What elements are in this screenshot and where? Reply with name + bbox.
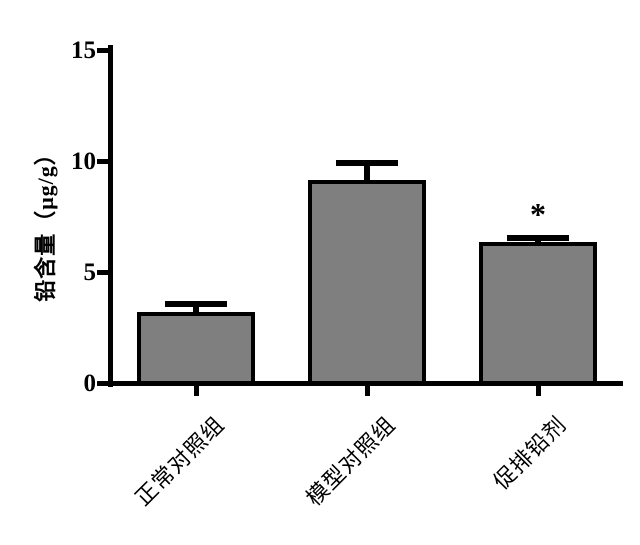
x-axis-tick-label: 促排铅剂 [488,411,572,495]
y-axis-tick-label: 15 [71,37,96,64]
bar [479,242,597,386]
y-axis-tick-label: 5 [83,259,97,286]
error-bar-cap [336,160,398,167]
error-bar-stem [193,301,199,317]
y-axis-tick [97,159,108,164]
x-axis-tick-label: 模型对照组 [301,411,401,511]
bar [137,312,255,386]
x-axis-tick [365,384,370,396]
y-axis-tick [97,381,108,386]
error-bar-stem [364,160,370,184]
y-axis-tick-label: 10 [71,148,96,175]
x-axis-tick [536,384,541,396]
x-axis-line [108,381,623,386]
y-axis-tick [97,270,108,275]
y-axis-tick [97,48,108,53]
y-axis-line [108,45,113,387]
error-bar-cap [165,301,227,308]
bar [308,179,426,386]
y-axis-tick-label: 0 [83,370,97,397]
x-axis-tick [194,384,199,396]
error-bar-cap [507,234,569,241]
x-axis-tick-label: 正常对照组 [130,411,230,511]
significance-star: * [530,195,546,232]
